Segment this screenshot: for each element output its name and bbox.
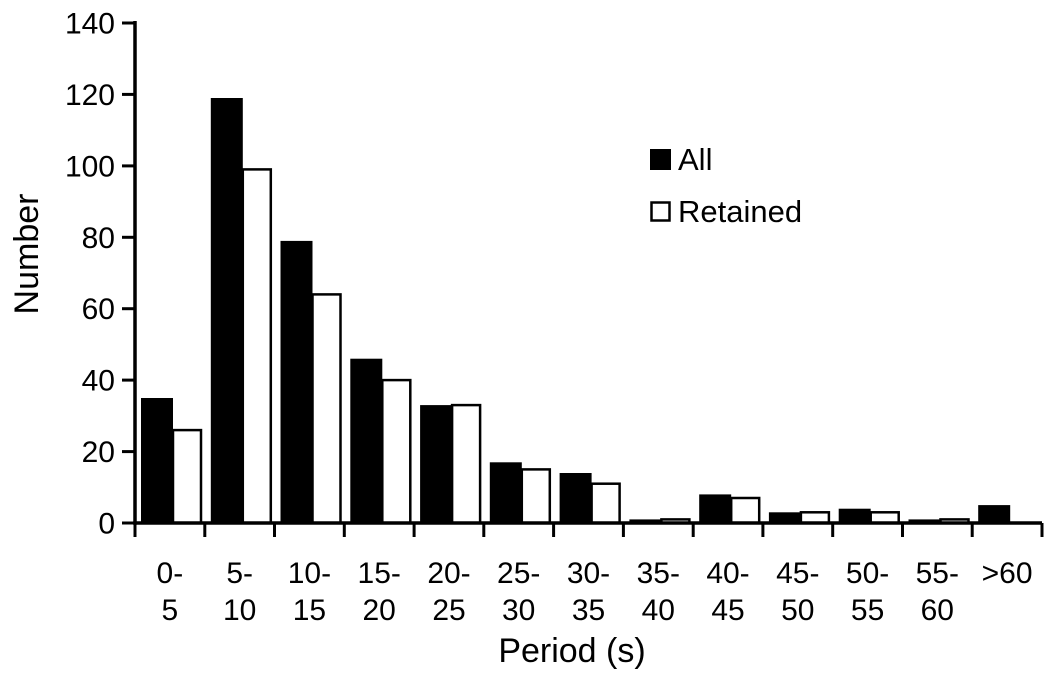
x-tick-label: 20- — [427, 557, 470, 590]
x-tick-label: 25 — [432, 594, 465, 627]
y-tick-label: 20 — [82, 436, 115, 469]
x-tick-label: 10- — [288, 557, 331, 590]
y-tick-label: 120 — [65, 79, 115, 112]
x-tick-label: 20 — [363, 594, 396, 627]
bar-all — [420, 405, 453, 523]
bar-all — [280, 240, 313, 523]
bar-all — [978, 505, 1011, 523]
x-axis-title: Period (s) — [498, 632, 645, 670]
x-tick-label: 25- — [497, 557, 540, 590]
bar-retained — [381, 378, 412, 525]
x-tick-label: 50 — [781, 594, 814, 627]
y-tick-label: 80 — [82, 222, 115, 255]
x-tick-label: 45 — [711, 594, 744, 627]
x-tick-label: 40 — [642, 594, 675, 627]
bar-retained — [241, 168, 273, 525]
bar-retained — [450, 403, 482, 525]
x-tick-label: 40- — [706, 557, 749, 590]
x-tick-label: 5- — [226, 557, 253, 590]
legend-label-all: All — [678, 142, 712, 177]
bar-all — [350, 358, 383, 523]
x-tick-label: 50- — [846, 557, 889, 590]
y-axis-title: Number — [8, 194, 46, 315]
y-tick-label: 140 — [65, 8, 115, 41]
bar-all — [559, 473, 592, 523]
legend-swatch-retained-icon — [650, 201, 671, 222]
x-tick-label: 45- — [776, 557, 819, 590]
x-tick-label: 30- — [567, 557, 610, 590]
bar-retained — [520, 468, 552, 525]
x-tick-label: 35 — [572, 594, 605, 627]
x-tick-label: >60 — [982, 557, 1033, 590]
x-tick-label: 60 — [921, 594, 954, 627]
bar-retained — [590, 482, 621, 525]
x-tick-label: 5 — [162, 594, 179, 627]
legend-swatch-all-icon — [650, 149, 671, 170]
x-tick-label: 35- — [637, 557, 680, 590]
x-tick-label: 55- — [916, 557, 959, 590]
bar-all — [489, 462, 522, 523]
legend-label-retained: Retained — [678, 194, 802, 229]
y-tick-label: 40 — [82, 365, 115, 398]
bar-retained — [171, 428, 203, 525]
bar-all — [141, 398, 173, 523]
bar-all — [838, 508, 871, 523]
x-tick-label: 30 — [502, 594, 535, 627]
bar-all — [908, 519, 941, 523]
x-tick-label: 10 — [223, 594, 256, 627]
bar-retained — [311, 293, 342, 525]
x-tick-label: 15- — [358, 557, 401, 590]
bar-all — [699, 494, 732, 523]
x-tick-label: 0- — [157, 557, 184, 590]
y-tick-label: 60 — [82, 293, 115, 326]
bar-all — [629, 519, 662, 523]
x-tick-label: 15 — [293, 594, 326, 627]
bar-retained — [729, 496, 761, 525]
bar-all — [210, 98, 243, 523]
y-tick-label: 0 — [98, 508, 115, 541]
bar-all — [768, 512, 801, 523]
x-tick-label: 55 — [851, 594, 884, 627]
y-tick-label: 100 — [65, 150, 115, 183]
